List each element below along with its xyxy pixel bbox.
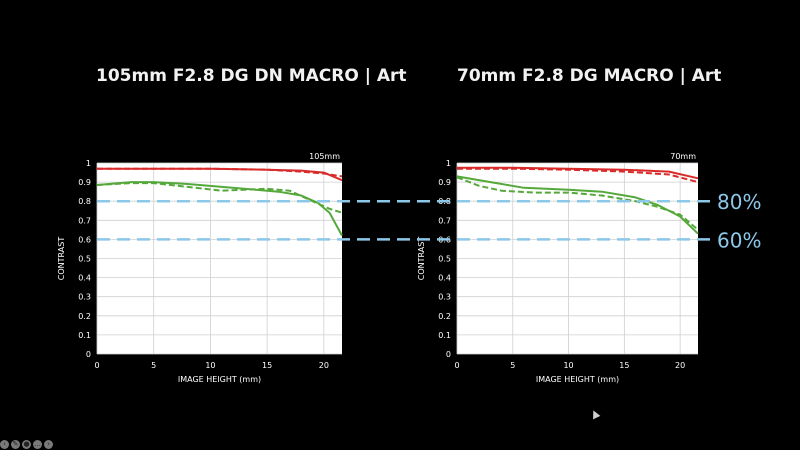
y-tick-label: 0 bbox=[86, 350, 91, 359]
y-tick-label: 0.3 bbox=[438, 293, 451, 302]
y-tick-label: 0.2 bbox=[438, 312, 451, 321]
chart-title-right: 70mm F2.8 DG MACRO | Art bbox=[457, 66, 722, 86]
y-tick-label: 0.8 bbox=[78, 197, 91, 206]
x-tick-label: 0 bbox=[454, 361, 459, 370]
x-tick-label: 10 bbox=[563, 361, 573, 370]
x-axis-label: IMAGE HEIGHT (mm) bbox=[178, 375, 261, 384]
x-tick-label: 0 bbox=[94, 361, 99, 370]
y-tick-label: 0.7 bbox=[438, 216, 451, 225]
x-axis-label: IMAGE HEIGHT (mm) bbox=[536, 375, 619, 384]
chart-title-left: 105mm F2.8 DG DN MACRO | Art bbox=[96, 66, 407, 86]
corner-label: 70mm bbox=[670, 152, 696, 161]
y-tick-label: 0.9 bbox=[78, 178, 91, 187]
y-tick-label: 0.6 bbox=[78, 235, 91, 244]
y-tick-label: 1 bbox=[446, 159, 451, 168]
x-tick-label: 15 bbox=[262, 361, 272, 370]
forward-icon[interactable]: › bbox=[44, 439, 53, 449]
y-tick-label: 0.2 bbox=[78, 312, 91, 321]
x-tick-label: 10 bbox=[205, 361, 215, 370]
y-tick-label: 0.5 bbox=[78, 255, 91, 264]
corner-label: 105mm bbox=[309, 152, 340, 161]
x-tick-label: 15 bbox=[619, 361, 629, 370]
y-tick-label: 0.1 bbox=[78, 331, 91, 340]
y-axis-label: CONTRAST bbox=[417, 237, 426, 281]
y-tick-label: 0.7 bbox=[78, 216, 91, 225]
y-tick-label: 0.5 bbox=[438, 255, 451, 264]
mtf-series-green-dashed bbox=[96, 182, 343, 214]
menu-icon[interactable]: … bbox=[33, 439, 42, 449]
y-tick-label: 0 bbox=[446, 350, 451, 359]
reference-label: 60% bbox=[717, 228, 761, 252]
player-controls: ‹ ✎ ● … › bbox=[0, 438, 53, 450]
zoom-icon[interactable]: ● bbox=[22, 439, 31, 449]
reference-label: 80% bbox=[717, 190, 761, 214]
mtf-series-green-dashed bbox=[456, 176, 699, 231]
x-tick-label: 5 bbox=[151, 361, 156, 370]
y-tick-label: 0.1 bbox=[438, 331, 451, 340]
y-tick-label: 0.3 bbox=[78, 293, 91, 302]
back-icon[interactable]: ‹ bbox=[0, 439, 9, 449]
pen-icon[interactable]: ✎ bbox=[11, 439, 20, 449]
mtf-series-red-dashed bbox=[457, 167, 699, 184]
y-axis-label: CONTRAST bbox=[57, 237, 66, 281]
mtf-series-red-dashed bbox=[97, 167, 343, 178]
x-tick-label: 20 bbox=[675, 361, 685, 370]
y-tick-label: 0.9 bbox=[438, 178, 451, 187]
y-tick-label: 0.4 bbox=[438, 274, 451, 283]
x-tick-label: 5 bbox=[510, 361, 515, 370]
y-tick-label: 1 bbox=[86, 159, 91, 168]
y-tick-label: 0.4 bbox=[78, 274, 91, 283]
x-tick-label: 20 bbox=[319, 361, 329, 370]
